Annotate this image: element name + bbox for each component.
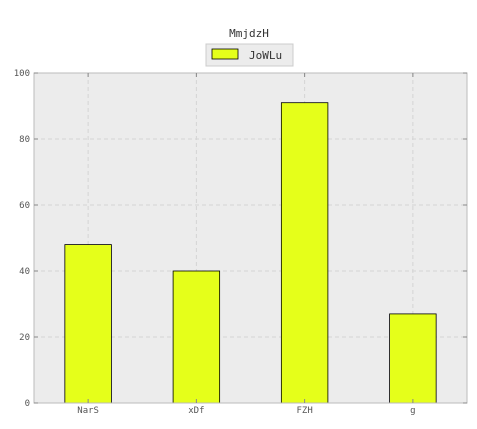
x-tick-label-1: xDf bbox=[188, 406, 204, 416]
x-tick-label-2: FZH bbox=[296, 406, 312, 416]
y-tick-label-2: 40 bbox=[19, 267, 30, 277]
y-tick-label-4: 80 bbox=[19, 135, 30, 145]
y-tick-label-5: 100 bbox=[14, 69, 30, 79]
bar-xdf bbox=[172, 270, 221, 404]
chart-title: MmjdzH bbox=[229, 27, 269, 40]
legend-swatch-jowlu bbox=[211, 48, 239, 60]
x-tick-label-3: g bbox=[410, 406, 415, 416]
bar-fzh bbox=[280, 102, 329, 404]
bar-nars bbox=[64, 244, 112, 404]
plot-frame bbox=[33, 72, 468, 404]
y-tick-label-0: 0 bbox=[25, 399, 30, 409]
x-axis: NarS xDf FZH g bbox=[77, 73, 416, 416]
y-tick-label-3: 60 bbox=[19, 201, 30, 211]
legend-label-jowlu: JoWLu bbox=[249, 49, 282, 62]
y-axis: 0 20 40 60 80 100 bbox=[14, 69, 467, 409]
bars bbox=[64, 102, 437, 404]
bar-g bbox=[389, 313, 437, 404]
legend: JoWLu bbox=[205, 43, 294, 67]
plot-area: 0 20 40 60 80 100 NarS xDf FZH g bbox=[14, 69, 468, 416]
x-tick-label-0: NarS bbox=[77, 406, 99, 416]
y-tick-label-1: 20 bbox=[19, 333, 30, 343]
